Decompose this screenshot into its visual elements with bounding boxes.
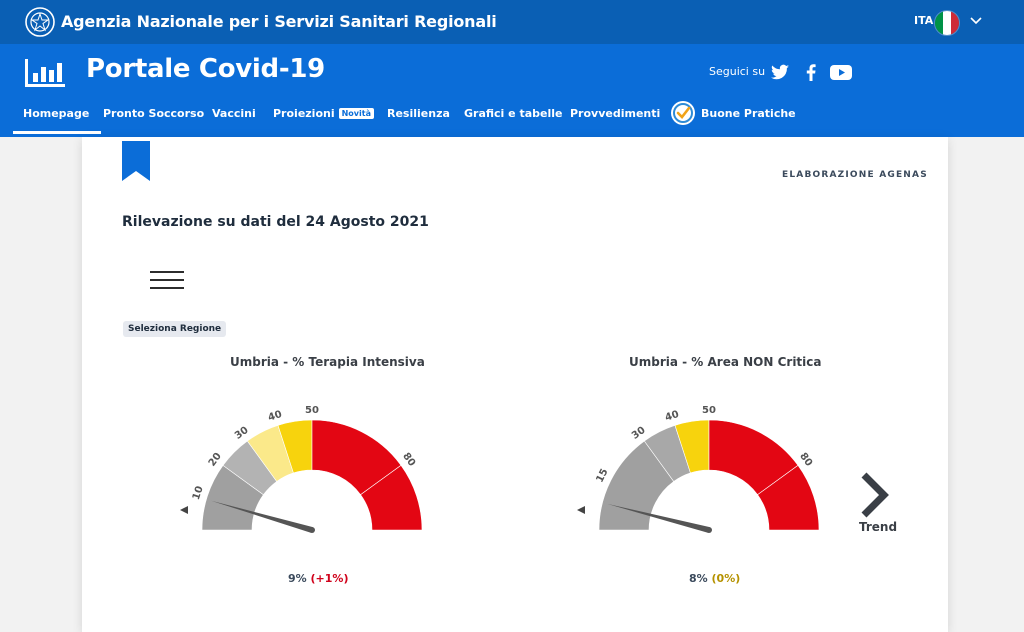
- gauge-tick-label: 10: [191, 485, 206, 502]
- agency-name[interactable]: Agenzia Nazionale per i Servizi Sanitari…: [61, 12, 497, 31]
- gauge-min-marker: [180, 505, 189, 514]
- nav-item-provvedimenti[interactable]: Provvedimenti: [570, 107, 661, 120]
- nav-item-grafici-e-tabelle[interactable]: Grafici e tabelle: [464, 107, 563, 120]
- portal-title[interactable]: Portale Covid-19: [86, 54, 325, 84]
- youtube-icon[interactable]: [829, 62, 853, 82]
- twitter-icon[interactable]: [770, 62, 790, 82]
- source-label: ELABORAZIONE AGENAS: [782, 170, 928, 180]
- gauge-value: 8%: [689, 572, 708, 585]
- nav-item-vaccini[interactable]: Vaccini: [212, 107, 256, 120]
- gauge-tick-label: 40: [664, 409, 681, 424]
- portal-header: Portale Covid-19 Seguici su Homepage Pro…: [0, 44, 1024, 137]
- gauge-value-non-critical-area: 8% (0%): [689, 572, 740, 585]
- nav-item-proiezioni[interactable]: Proiezioni Novità: [273, 107, 374, 120]
- gauge-min-marker: [577, 505, 586, 514]
- gauge-tick-label: 80: [797, 451, 814, 469]
- gauge-value-intensive-care: 9% (+1%): [288, 572, 348, 585]
- gauge-value: 9%: [288, 572, 307, 585]
- gauge-tick-label: 40: [267, 409, 284, 424]
- italian-flag-icon[interactable]: [934, 10, 960, 36]
- gauge-title-non-critical-area: Umbria - % Area NON Critica: [629, 355, 822, 369]
- new-badge: Novità: [338, 108, 374, 119]
- gauge-needle: [607, 503, 710, 533]
- facebook-icon[interactable]: [801, 62, 821, 82]
- checkmark-badge-icon[interactable]: [670, 100, 696, 126]
- gauge-non-critical-area: 15 30 40 50 80: [577, 405, 820, 533]
- survey-date-title: Rilevazione su dati del 24 Agosto 2021: [122, 214, 429, 230]
- gauge-tick-label: 15: [594, 467, 610, 484]
- bar-chart-logo-icon[interactable]: [23, 57, 65, 89]
- gauge-needle: [211, 500, 313, 533]
- italian-republic-emblem-icon: [25, 7, 55, 37]
- gauge-tick-label: 30: [233, 425, 251, 442]
- gauge-needle-hub: [706, 527, 712, 533]
- gauge-title-intensive-care: Umbria - % Terapia Intensiva: [230, 355, 425, 369]
- gauge-band: [757, 464, 820, 531]
- hamburger-menu-icon[interactable]: [150, 271, 186, 293]
- nav-item-resilienza[interactable]: Resilienza: [387, 107, 450, 120]
- content-card: ELABORAZIONE AGENAS Rilevazione su dati …: [82, 137, 948, 632]
- bookmark-icon: [122, 141, 150, 181]
- gauge-band: [360, 464, 423, 531]
- gauge-tick-label: 50: [305, 405, 319, 416]
- trend-label[interactable]: Trend: [859, 520, 898, 534]
- nav-item-homepage[interactable]: Homepage: [12, 107, 102, 134]
- gauge-delta: (0%): [711, 572, 741, 585]
- follow-us-label: Seguici su: [709, 65, 766, 78]
- nav-item-buone-pratiche[interactable]: Buone Pratiche: [701, 107, 796, 120]
- gauge-tick-label: 30: [630, 425, 648, 442]
- trend-chevron-right-icon[interactable]: [852, 467, 902, 537]
- chevron-down-icon[interactable]: [968, 13, 984, 29]
- gauge-tick-label: 80: [400, 451, 417, 469]
- gauge-tick-label: 20: [207, 451, 224, 469]
- nav-item-pronto-soccorso[interactable]: Pronto Soccorso: [103, 107, 205, 120]
- gauge-tick-label: 50: [702, 405, 716, 416]
- nav-item-label: Proiezioni: [273, 107, 335, 120]
- top-bar: Agenzia Nazionale per i Servizi Sanitari…: [0, 0, 1024, 44]
- select-region-button[interactable]: Seleziona Regione: [123, 321, 227, 337]
- gauge-needle-hub: [309, 527, 315, 533]
- gauge-delta: (+1%): [310, 572, 349, 585]
- language-selector-label[interactable]: ITA: [914, 14, 934, 27]
